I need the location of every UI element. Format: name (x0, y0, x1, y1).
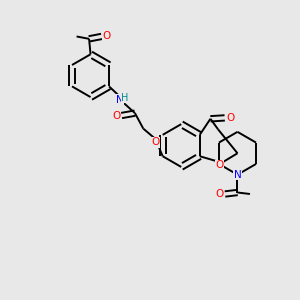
Text: N: N (116, 95, 123, 105)
Text: O: O (226, 113, 235, 123)
Text: O: O (103, 31, 111, 41)
Text: O: O (215, 189, 224, 199)
Text: H: H (122, 93, 129, 103)
Text: O: O (112, 110, 120, 121)
Text: O: O (151, 137, 159, 147)
Text: O: O (215, 160, 224, 170)
Text: N: N (234, 170, 242, 180)
